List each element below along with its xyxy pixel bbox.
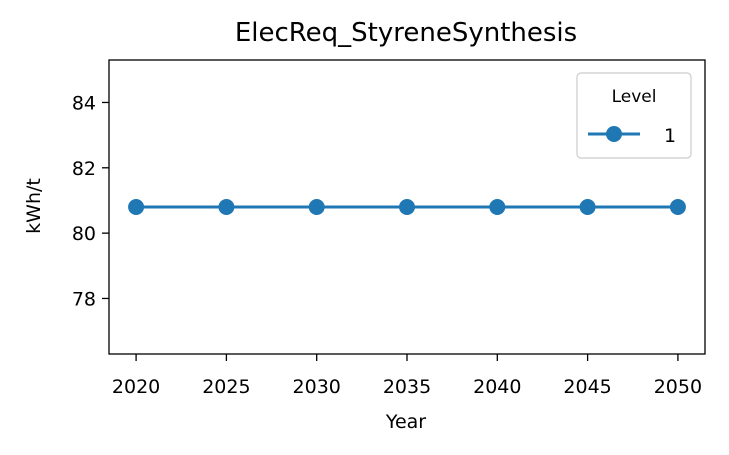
y-tick-label: 80 bbox=[72, 223, 96, 245]
x-tick-label: 2020 bbox=[112, 376, 160, 398]
legend-frame bbox=[576, 72, 692, 159]
x-tick-label: 2025 bbox=[202, 376, 250, 398]
chart-title: ElecReq_StyreneSynthesis bbox=[235, 18, 577, 48]
y-axis-label: kWh/t bbox=[23, 178, 45, 234]
data-point bbox=[128, 199, 145, 215]
data-point bbox=[399, 199, 415, 215]
x-axis-ticks: 2020 2025 2030 2035 2040 2045 2050 bbox=[112, 354, 702, 398]
y-tick-label: 82 bbox=[72, 158, 96, 180]
x-tick-label: 2030 bbox=[293, 376, 341, 398]
data-point bbox=[218, 199, 235, 215]
legend[interactable]: Level 1 bbox=[576, 72, 692, 159]
data-point bbox=[669, 199, 686, 215]
legend-series-marker bbox=[606, 126, 622, 142]
x-axis-label: Year bbox=[385, 411, 426, 433]
data-point bbox=[579, 199, 596, 215]
data-point bbox=[489, 199, 506, 215]
data-point bbox=[308, 199, 325, 215]
x-tick-label: 2050 bbox=[654, 376, 702, 398]
x-tick-label: 2045 bbox=[563, 376, 611, 398]
x-tick-label: 2040 bbox=[473, 376, 521, 398]
y-axis-ticks: 78 80 82 84 bbox=[72, 92, 109, 310]
x-tick-label: 2035 bbox=[383, 376, 431, 398]
legend-title: Level bbox=[612, 87, 657, 107]
y-tick-label: 78 bbox=[72, 288, 96, 310]
y-tick-label: 84 bbox=[72, 92, 96, 114]
legend-series-label: 1 bbox=[664, 125, 676, 147]
